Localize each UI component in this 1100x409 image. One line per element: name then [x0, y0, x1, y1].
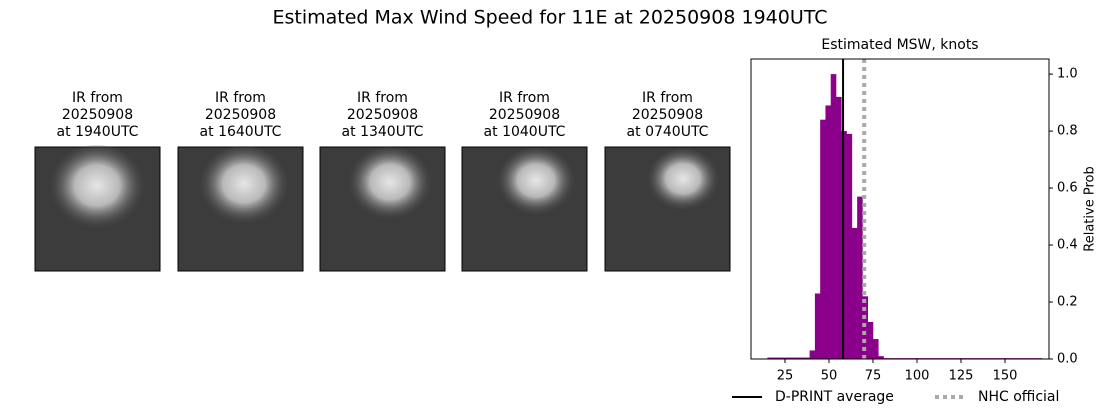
legend-label: D-PRINT average [775, 389, 894, 405]
ir-cloud [645, 149, 721, 215]
bar [825, 105, 832, 359]
image-caption: 20250908 [62, 107, 133, 123]
y-tick-label: 1.0 [1057, 67, 1078, 82]
bar [783, 357, 789, 359]
image-caption: at 1040UTC [484, 124, 566, 140]
image-caption: 20250908 [205, 107, 276, 123]
bar [799, 357, 805, 359]
y-axis-label: Relative Prob [1083, 166, 1098, 251]
y-tick-label: 0.2 [1057, 295, 1078, 310]
y-tick-label: 0.0 [1057, 352, 1078, 367]
bar [878, 356, 884, 359]
image-caption: 20250908 [347, 107, 418, 123]
image-caption: at 0740UTC [627, 124, 709, 140]
image-caption: IR from [642, 90, 693, 106]
bar [836, 96, 842, 360]
bar [814, 293, 821, 359]
bar [793, 357, 800, 359]
bar [841, 131, 847, 359]
y-tick-label: 0.8 [1057, 124, 1078, 139]
image-caption: 20250908 [632, 107, 703, 123]
subplot-title: Estimated MSW, knots [821, 37, 978, 53]
legend-label: NHC official [978, 389, 1059, 405]
image-caption: IR from [72, 90, 123, 106]
x-tick-label: 150 [993, 369, 1018, 384]
bar [872, 339, 879, 359]
ir-cloud [346, 147, 434, 225]
bar [830, 74, 837, 359]
image-caption: at 1340UTC [342, 124, 424, 140]
bar [846, 133, 853, 359]
image-caption: IR from [357, 90, 408, 106]
x-tick-label: 50 [821, 369, 838, 384]
ir-cloud [47, 145, 147, 235]
bar [809, 350, 816, 359]
image-caption: at 1940UTC [57, 124, 139, 140]
image-caption: at 1640UTC [200, 124, 282, 140]
x-tick-label: 25 [777, 369, 794, 384]
bar [851, 227, 858, 359]
ir-cloud [197, 146, 291, 230]
y-tick-label: 0.6 [1057, 181, 1078, 196]
bar [820, 119, 826, 359]
image-caption: IR from [215, 90, 266, 106]
bar [804, 357, 810, 359]
y-tick-label: 0.4 [1057, 238, 1078, 253]
plot-frame [750, 58, 1050, 360]
image-caption: IR from [499, 90, 550, 106]
bar [857, 196, 863, 359]
chart-title: Estimated Max Wind Speed for 11E at 2025… [272, 7, 827, 29]
x-tick-label: 125 [949, 369, 974, 384]
bar [777, 357, 784, 359]
x-tick-label: 75 [865, 369, 882, 384]
bar [862, 296, 869, 359]
x-tick-label: 100 [905, 369, 930, 384]
bar [867, 321, 874, 359]
ir-cloud [495, 148, 577, 220]
bar [788, 357, 795, 359]
bar [767, 357, 773, 359]
image-caption: 20250908 [489, 107, 560, 123]
bar [772, 357, 779, 359]
